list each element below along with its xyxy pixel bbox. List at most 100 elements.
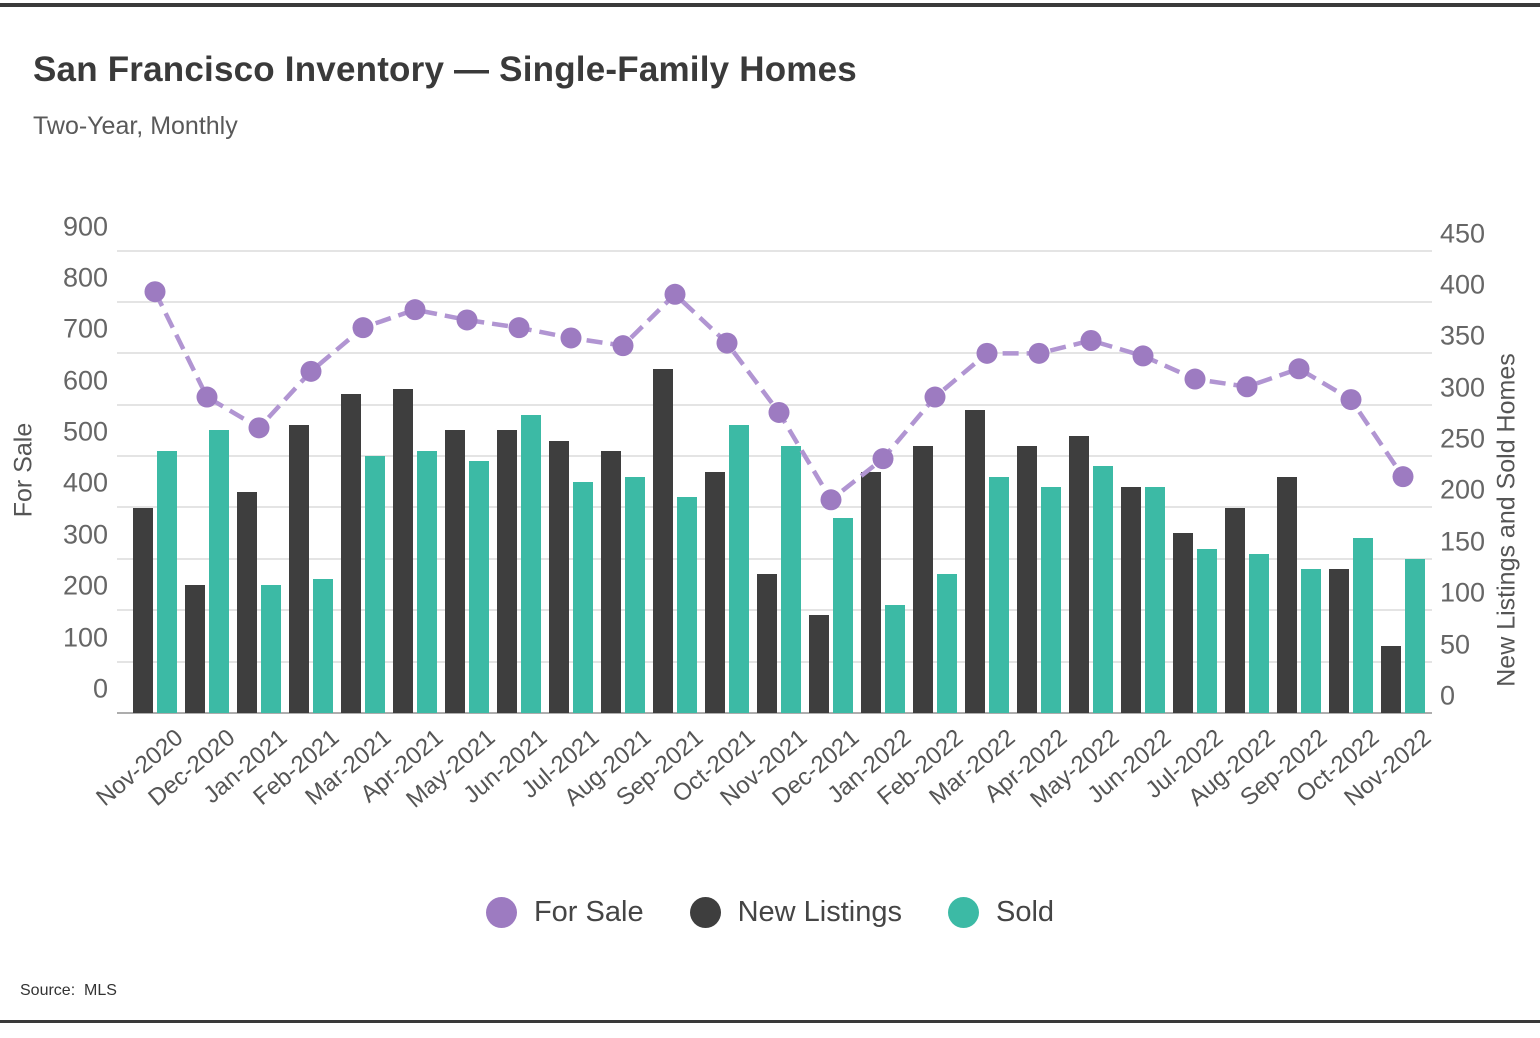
sold-bar-Nov-2021 — [781, 445, 801, 713]
new-listings-bar-Jun-2021 — [497, 430, 517, 713]
for-sale-marker-Sep-2021 — [664, 283, 686, 305]
new-listings-bar-Sep-2021 — [653, 368, 673, 713]
sold-bar-Dec-2021 — [833, 517, 853, 713]
sold-bar-Sep-2021 — [677, 497, 697, 713]
gridline-500 — [117, 455, 1432, 458]
chart-title: San Francisco Inventory — Single-Family … — [33, 50, 857, 89]
sold-bar-Jan-2022 — [885, 605, 905, 713]
right-axis-tick: 200 — [1440, 474, 1486, 505]
new-listings-bar-Feb-2022 — [913, 445, 933, 713]
new-listings-bar-Jun-2022 — [1121, 486, 1141, 713]
new-listings-bar-Mar-2021 — [341, 394, 361, 713]
sold-bar-Oct-2021 — [729, 425, 749, 713]
new-listings-bar-Oct-2021 — [705, 471, 725, 713]
left-axis-tick: 100 — [62, 622, 108, 653]
new-listings-bar-Sep-2022 — [1277, 476, 1297, 713]
for-sale-marker-Apr-2022 — [1028, 342, 1050, 364]
new-listings-bar-Apr-2021 — [393, 389, 413, 713]
for-sale-marker-Jul-2021 — [560, 327, 582, 349]
new-listings-bar-Apr-2022 — [1017, 445, 1037, 713]
left-axis-tick: 500 — [62, 416, 108, 447]
sold-bar-Aug-2021 — [625, 476, 645, 713]
sold-bar-Feb-2022 — [937, 574, 957, 713]
for-sale-marker-Jun-2022 — [1132, 345, 1154, 367]
source-note: Source: MLS — [20, 982, 117, 999]
legend-item-for-sale: For Sale — [485, 896, 644, 929]
for-sale-marker-May-2021 — [456, 309, 478, 331]
for-sale-marker-Jun-2021 — [508, 317, 530, 339]
for-sale-marker-Jan-2021 — [248, 417, 270, 439]
legend-item-new-listings: New Listings — [689, 896, 902, 929]
chart-subtitle: Two-Year, Monthly — [33, 112, 238, 140]
right-axis-title: New Listings and Sold Homes — [1492, 353, 1521, 687]
for-sale-marker-Oct-2022 — [1340, 389, 1362, 411]
sold-bar-Jul-2022 — [1197, 548, 1217, 713]
for-sale-line — [152, 290, 1405, 504]
sold-bar-Oct-2022 — [1353, 538, 1373, 713]
sold-bar-Feb-2021 — [313, 579, 333, 713]
chart-legend: For Sale New Listings Sold — [0, 896, 1540, 929]
legend-label: New Listings — [737, 896, 902, 928]
for-sale-marker-Nov-2020 — [144, 281, 166, 303]
new-listings-bar-Dec-2020 — [185, 584, 205, 713]
new-listings-bar-Nov-2020 — [133, 507, 153, 713]
for-sale-marker-Jul-2022 — [1184, 368, 1206, 390]
sold-bar-Sep-2022 — [1301, 569, 1321, 713]
new-listings-bar-Jul-2021 — [549, 440, 569, 713]
for-sale-marker-Apr-2021 — [404, 299, 426, 321]
sold-bar-Jun-2021 — [521, 415, 541, 713]
left-axis-tick: 900 — [62, 211, 108, 242]
new-listings-bar-Mar-2022 — [965, 409, 985, 713]
sold-bar-Mar-2022 — [989, 476, 1009, 713]
gridline-400 — [117, 506, 1432, 509]
legend-swatch — [947, 897, 979, 928]
for-sale-marker-Mar-2021 — [352, 317, 374, 339]
new-listings-bar-May-2022 — [1069, 435, 1089, 713]
right-axis-tick: 150 — [1440, 526, 1486, 557]
sold-bar-Apr-2022 — [1041, 486, 1061, 713]
for-sale-marker-Aug-2021 — [612, 335, 634, 357]
right-axis-tick: 50 — [1440, 629, 1471, 660]
new-listings-bar-May-2021 — [445, 430, 465, 713]
gridline-900 — [117, 249, 1432, 252]
for-sale-marker-Sep-2022 — [1288, 358, 1310, 380]
new-listings-bar-Aug-2021 — [601, 450, 621, 713]
legend-label: Sold — [995, 896, 1055, 928]
sold-bar-Jul-2021 — [573, 481, 593, 713]
sold-bar-Mar-2021 — [365, 456, 385, 713]
legend-swatch — [485, 897, 517, 928]
legend-label: For Sale — [533, 896, 644, 928]
legend-item-sold: Sold — [947, 896, 1055, 929]
for-sale-marker-Nov-2022 — [1392, 466, 1414, 488]
sold-bar-Nov-2022 — [1405, 558, 1425, 713]
right-axis-tick: 400 — [1440, 269, 1486, 300]
for-sale-marker-Nov-2021 — [768, 401, 790, 423]
sold-bar-Apr-2021 — [417, 450, 437, 713]
new-listings-bar-Oct-2022 — [1329, 569, 1349, 713]
new-listings-bar-Nov-2021 — [757, 574, 777, 713]
new-listings-bar-Jan-2022 — [861, 471, 881, 713]
sold-bar-Jun-2022 — [1145, 486, 1165, 713]
new-listings-bar-Dec-2021 — [809, 615, 829, 713]
gridline-0 — [117, 712, 1432, 714]
for-sale-marker-Aug-2022 — [1236, 376, 1258, 398]
sold-bar-Aug-2022 — [1249, 553, 1269, 713]
for-sale-marker-Feb-2022 — [924, 386, 946, 408]
for-sale-line-layer — [144, 281, 1414, 511]
new-listings-bar-Aug-2022 — [1225, 507, 1245, 713]
left-axis-tick: 0 — [92, 673, 108, 704]
for-sale-marker-Dec-2020 — [196, 386, 218, 408]
right-axis-tick: 350 — [1440, 320, 1486, 351]
for-sale-marker-Feb-2021 — [300, 360, 322, 382]
sold-bar-May-2022 — [1093, 466, 1113, 713]
legend-swatch — [689, 897, 721, 928]
right-axis-tick: 100 — [1440, 577, 1486, 608]
for-sale-marker-Jan-2022 — [872, 448, 894, 470]
top-border-rule — [0, 3, 1540, 7]
left-axis-tick: 400 — [62, 467, 108, 498]
gridline-700 — [117, 352, 1432, 355]
bottom-border-rule — [0, 1020, 1540, 1023]
for-sale-marker-Oct-2021 — [716, 332, 738, 354]
new-listings-bar-Nov-2022 — [1381, 646, 1401, 713]
right-axis-tick: 300 — [1440, 372, 1486, 403]
